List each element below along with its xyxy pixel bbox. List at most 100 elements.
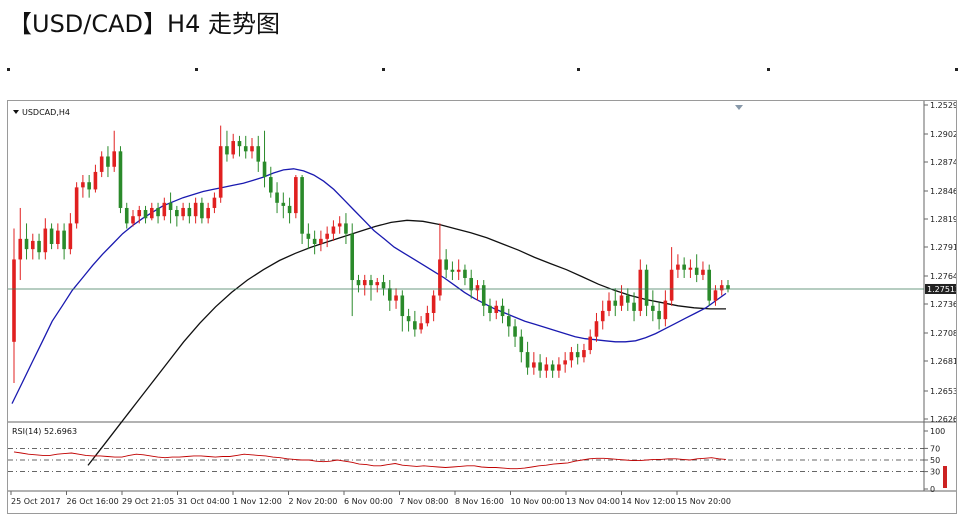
candle-body: [726, 285, 730, 290]
rsi-tick-label: 30: [930, 468, 940, 477]
candle-body: [256, 146, 261, 162]
candle-body: [243, 146, 248, 152]
candle-body: [131, 216, 135, 224]
candle-body: [281, 202, 286, 206]
candle-body: [187, 207, 192, 217]
candle-body: [475, 285, 480, 291]
candle-body: [381, 282, 386, 289]
candle-body: [181, 207, 185, 217]
price-tick-label: 1.27085: [930, 329, 956, 338]
candle-body: [156, 207, 160, 217]
candle-body: [519, 336, 524, 353]
candle-body: [231, 141, 236, 155]
candle-body: [162, 202, 167, 217]
candle-body: [431, 295, 436, 313]
candle-body: [444, 259, 448, 270]
candle-body: [676, 264, 680, 270]
candle-body: [250, 146, 254, 152]
candle-body: [544, 364, 549, 371]
separator-dot: [195, 68, 198, 71]
time-tick-label: 31 Oct 04:00: [178, 497, 230, 506]
candle-body: [81, 182, 85, 188]
price-tick-label: 1.26535: [930, 387, 956, 396]
candle-body: [719, 285, 724, 291]
candle-body: [613, 300, 618, 306]
time-tick-label: 7 Nov 08:00: [400, 497, 449, 506]
candle-body: [557, 364, 561, 371]
candle-body: [701, 269, 705, 275]
price-tick-label: 1.28465: [930, 187, 956, 196]
candle-body: [632, 302, 636, 311]
candle-body: [200, 202, 204, 219]
separator-dot: [577, 68, 580, 71]
rsi-tick-label: 0: [930, 485, 935, 494]
price-tick-label: 1.27915: [930, 243, 956, 252]
candle-body: [43, 228, 48, 253]
price-tick-label: 1.25295: [930, 101, 956, 110]
candle-body: [56, 230, 60, 244]
candle-body: [469, 277, 474, 291]
ma-slow-line: [87, 219, 726, 466]
page-title: 【USD/CAD】H4 走势图: [8, 10, 280, 38]
candle-body: [262, 161, 267, 178]
candle-body: [362, 280, 367, 286]
candle-body: [175, 210, 179, 217]
candle-body: [419, 323, 423, 330]
separator-dots: [0, 68, 964, 74]
symbol-dropdown-icon[interactable]: [13, 110, 19, 114]
rsi-label: RSI(14) 52.6963: [12, 427, 77, 436]
candle-body: [369, 280, 373, 286]
main-plot-area: [8, 101, 924, 422]
separator-dot: [955, 68, 958, 71]
current-price-label: 1.27513: [927, 285, 956, 294]
candle-body: [694, 267, 699, 275]
price-tick-label: 1.26260: [930, 415, 956, 424]
candle-body: [93, 171, 98, 190]
rsi-tick-label: 70: [930, 444, 940, 453]
candle-body: [657, 310, 661, 320]
candle-body: [312, 238, 317, 244]
current-price-tag: [925, 283, 956, 294]
candle-body: [124, 207, 129, 224]
symbol-label: USDCAD,H4: [22, 108, 70, 117]
rsi-tick-label: 100: [930, 427, 945, 436]
candle-body: [294, 177, 298, 214]
candle-body: [87, 182, 91, 190]
scroll-thumb[interactable]: [943, 466, 947, 488]
candle-body: [588, 336, 593, 351]
separator-dot: [382, 68, 385, 71]
candle-body: [594, 321, 599, 337]
candle-body: [337, 223, 342, 227]
time-tick-label: 10 Nov 00:00: [511, 497, 565, 506]
candle-body: [168, 202, 173, 211]
candle-body: [688, 267, 693, 270]
candle-body: [325, 233, 329, 239]
time-tick-label: 1 Nov 12:00: [233, 497, 282, 506]
shift-marker-icon[interactable]: [735, 105, 743, 110]
candle-body: [24, 238, 29, 250]
candle-body: [143, 210, 148, 219]
candle-body: [306, 233, 311, 239]
candle-body: [481, 285, 486, 306]
candle-body: [212, 197, 217, 208]
price-tick-label: 1.26810: [930, 357, 956, 366]
candle-body: [106, 156, 110, 167]
price-tick-label: 1.27365: [930, 300, 956, 309]
candle-body: [344, 223, 348, 234]
candle-body: [18, 238, 23, 260]
candle-body: [707, 269, 712, 301]
candle-body: [575, 352, 580, 358]
candle-body: [206, 207, 210, 219]
candle-body: [513, 326, 517, 337]
ma-fast-line: [11, 168, 727, 404]
candle-body: [651, 305, 655, 311]
candle-body: [99, 156, 104, 172]
candle-body: [625, 295, 630, 303]
candle-body: [506, 316, 511, 327]
candle-body: [300, 177, 304, 234]
candle-body: [394, 295, 398, 301]
candle-body: [287, 205, 292, 214]
candle-body: [193, 202, 198, 217]
candle-body: [713, 290, 718, 301]
time-tick-label: 15 Nov 20:00: [677, 497, 731, 506]
